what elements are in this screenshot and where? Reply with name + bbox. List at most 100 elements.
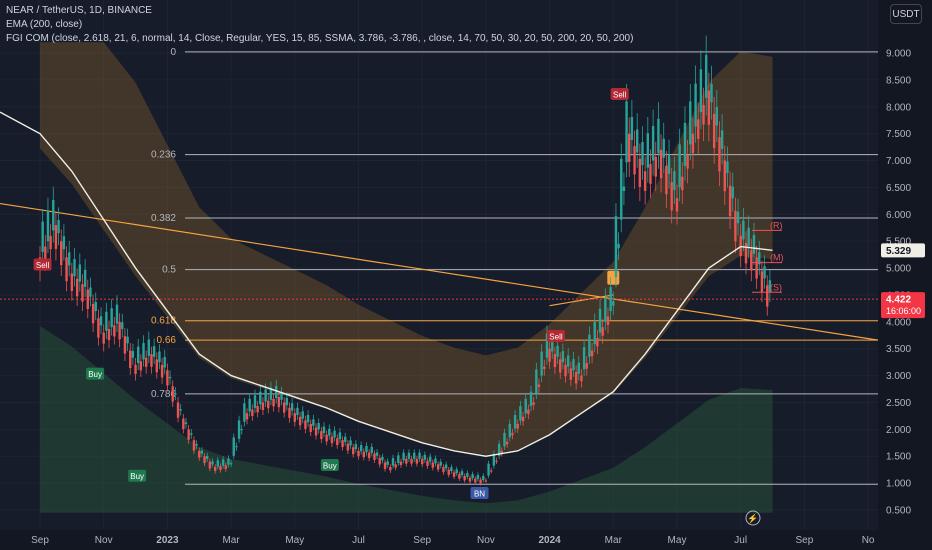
chart-grid [0, 0, 878, 530]
candle-body [152, 346, 156, 357]
price-tick-label: 6.000 [886, 210, 911, 221]
candle-body [532, 402, 535, 405]
candle-body [511, 432, 514, 436]
candle-body [476, 475, 480, 480]
buy-signal-label: Buy [88, 370, 102, 379]
currency-button[interactable]: USDT [890, 4, 922, 24]
candle-body [367, 452, 371, 459]
candle-body [649, 164, 652, 184]
price-axis-background [880, 0, 932, 550]
candle-body [458, 474, 461, 479]
candle-body [497, 443, 501, 456]
candle-body [267, 400, 270, 409]
candle-body [665, 165, 668, 195]
candle-body [365, 445, 368, 453]
candle-body [545, 333, 549, 358]
price-tick-label: 6.500 [886, 183, 911, 194]
candle-body [235, 446, 238, 448]
signal-markers: Sell Buy Buy Buy Sell Sell BN (R) (M) (S) ⚡ [33, 88, 784, 526]
candle-body [444, 464, 448, 469]
candle-body [288, 407, 291, 418]
candle-body [662, 138, 665, 158]
candle-body [78, 264, 82, 282]
price-tick-label: 1.000 [886, 479, 911, 490]
candle-body [341, 440, 344, 448]
range-label: (M) [770, 253, 784, 263]
candle-body [641, 142, 644, 166]
candle-body [150, 354, 153, 367]
candle-body [564, 364, 567, 377]
candle-body [60, 241, 63, 266]
candle-body [397, 455, 400, 463]
candle-body [221, 459, 225, 466]
candle-body [182, 418, 185, 430]
candle-body [460, 471, 464, 476]
candle-body [535, 369, 538, 394]
time-tick-label: Nov [95, 535, 113, 546]
candle-body [490, 470, 493, 472]
candle-body [508, 423, 511, 438]
ema-indicator-label[interactable]: EMA (200, close) [6, 19, 83, 30]
candle-body [447, 469, 450, 475]
candle-body [766, 285, 769, 307]
candle-body [139, 361, 143, 371]
candle-body [73, 259, 76, 277]
buy-signal-label: Buy [323, 461, 337, 470]
buy-signal-badge [86, 367, 105, 380]
sell-signal-badge [610, 88, 629, 101]
candle-body [651, 125, 655, 161]
price-tick-label: 5.000 [886, 264, 911, 275]
candle-body [768, 280, 772, 293]
candle-body [333, 430, 336, 438]
candle-body [569, 368, 573, 380]
price-axis[interactable]: 9.000 8.500 8.000 7.500 7.000 6.500 6.000 5.500… [880, 0, 932, 550]
fgi-indicator-label[interactable]: FGI COM (close, 2.618, 21, 6, normal, 14… [6, 33, 634, 44]
time-axis[interactable]: Sep Nov 2023 Mar May Jul Sep Nov 2024 Mar May Jul Se… [0, 530, 932, 550]
lightning-icon[interactable] [745, 510, 761, 526]
candle-body [402, 452, 405, 461]
candle-body [521, 416, 525, 422]
ema-price-label: 5.329 [886, 246, 911, 257]
candle-body [203, 456, 206, 464]
candle-body [105, 311, 108, 331]
candle-body [710, 83, 713, 103]
candle-body [102, 332, 105, 344]
candle-body [216, 460, 220, 467]
candle-body [115, 304, 119, 324]
price-tick-label: 9.000 [886, 49, 911, 60]
candle-body [691, 133, 695, 154]
candle-body [314, 427, 318, 436]
candle-body [123, 336, 127, 354]
candle-body [44, 246, 47, 260]
ema-price-tag [881, 243, 925, 258]
candle-body [543, 366, 546, 369]
candle-body [354, 443, 358, 450]
candle-body [561, 351, 565, 363]
price-tick-label: 2.000 [886, 425, 911, 436]
sell-signal-badge [33, 258, 52, 271]
time-tick-label: Jul [734, 535, 747, 546]
candle-body [566, 355, 570, 367]
candle-body [381, 456, 384, 461]
time-tick-label: Nov [477, 535, 495, 546]
lightning-glyph: ⚡ [747, 513, 758, 525]
bn-signal-badge [470, 486, 489, 499]
price-tick-label: 5.500 [886, 237, 911, 248]
candle-body [614, 216, 618, 278]
candle-body [113, 325, 116, 337]
symbol-title[interactable]: NEAR / TetherUS, 1D, BINANCE [6, 5, 152, 16]
sell-signal-label: Sell [36, 261, 50, 270]
candle-body [290, 403, 294, 411]
candle-body [237, 420, 241, 439]
candle-body [282, 402, 286, 413]
candle-body [580, 375, 583, 382]
candle-body [413, 452, 416, 459]
breakout-marker [607, 270, 620, 285]
ema-200-line [0, 111, 773, 457]
candle-body [421, 458, 424, 465]
candle-body [598, 308, 602, 333]
time-tick-label: May [668, 535, 687, 546]
candle-body [466, 473, 469, 477]
time-tick-label: Sep [31, 535, 49, 546]
